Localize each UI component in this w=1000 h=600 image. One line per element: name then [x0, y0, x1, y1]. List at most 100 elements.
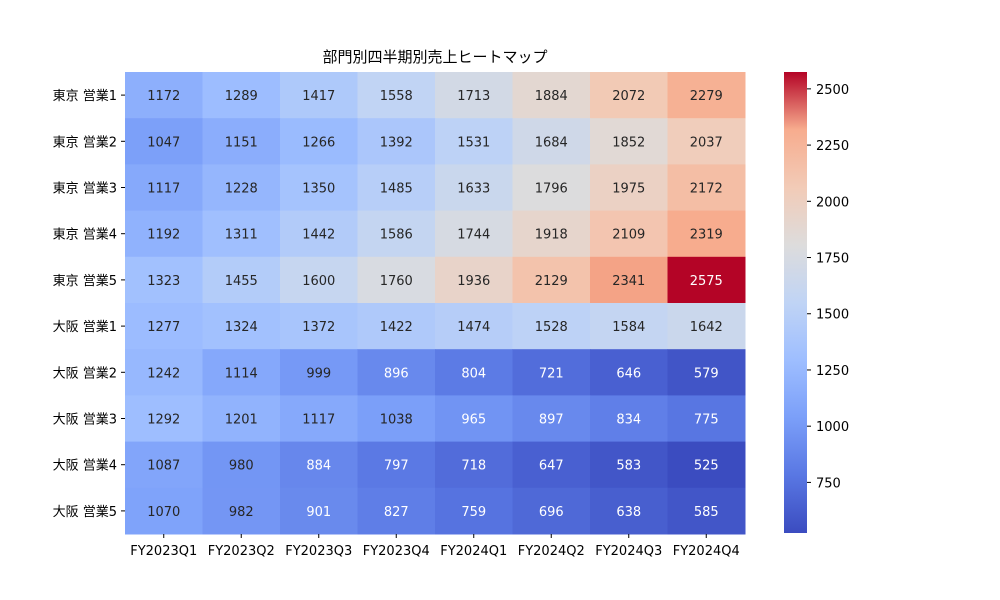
- heatmap-cell: [667, 395, 746, 443]
- y-tick-label: 大阪 営業4: [53, 458, 117, 474]
- colorbar-tick-label: 1000: [816, 420, 849, 435]
- heatmap-cell: [202, 303, 281, 350]
- cell-value-label: 1392: [380, 135, 413, 150]
- heatmap-cell: [280, 210, 358, 258]
- heatmap-cell: [590, 118, 668, 165]
- cell-value-label: 1117: [147, 182, 180, 197]
- cell-value-label: 2037: [690, 135, 723, 150]
- cell-value-label: 797: [384, 459, 409, 474]
- heatmap-cell: [667, 487, 746, 535]
- cell-value-label: 2072: [612, 89, 645, 104]
- heatmap-cell: [435, 210, 513, 258]
- cell-value-label: 1918: [535, 228, 568, 243]
- cell-value-label: 2279: [690, 89, 723, 104]
- cell-value-label: 1350: [302, 182, 335, 197]
- chart-title: 部門別四半期別売上ヒートマップ: [322, 48, 547, 66]
- colorbar-tick-label: 1250: [816, 364, 849, 379]
- colorbar-gradient: [784, 72, 807, 533]
- x-tick-label: FY2023Q1: [130, 544, 197, 559]
- cell-value-label: 827: [384, 505, 409, 520]
- x-tick-label: FY2024Q1: [440, 544, 507, 559]
- heatmap-cell: [667, 349, 746, 396]
- heatmap-cell: [435, 303, 513, 350]
- heatmap-cell: [202, 72, 281, 119]
- y-tick-label: 東京 営業3: [53, 181, 117, 197]
- x-tick-label: FY2023Q2: [208, 544, 275, 559]
- heatmap-cell: [590, 349, 668, 396]
- cell-value-label: 646: [616, 366, 641, 381]
- heatmap-cell: [590, 395, 668, 443]
- heatmap-cell: [590, 441, 668, 489]
- heatmap-cell: [125, 210, 203, 258]
- heatmap-cell: [357, 441, 436, 489]
- cell-value-label: 1070: [147, 505, 180, 520]
- heatmap-cell: [435, 256, 513, 304]
- cell-value-label: 1117: [302, 413, 335, 428]
- heatmap-cell: [590, 303, 668, 350]
- cell-value-label: 1228: [225, 182, 258, 197]
- heatmap-cell: [512, 487, 591, 535]
- cell-value-label: 579: [694, 366, 719, 381]
- heatmap-cell: [667, 256, 746, 304]
- heatmap-cell: [280, 349, 358, 396]
- cell-value-label: 1558: [380, 89, 413, 104]
- colorbar-tick-label: 2000: [816, 195, 849, 210]
- heatmap-cell: [435, 72, 513, 119]
- cell-value-label: 1277: [147, 320, 180, 335]
- cell-value-label: 1324: [225, 320, 258, 335]
- heatmap-cell: [125, 487, 203, 535]
- x-tick-label: FY2024Q4: [673, 544, 740, 559]
- cell-value-label: 1713: [457, 89, 490, 104]
- x-axis: FY2023Q1 FY2023Q2 FY2023Q3 FY2023Q4 FY2024Q1…: [130, 534, 740, 559]
- heatmap-cell: [357, 210, 436, 258]
- heatmap-cell: [125, 256, 203, 304]
- y-tick-label: 大阪 営業5: [53, 504, 117, 520]
- cell-value-label: 834: [616, 413, 641, 428]
- heatmap-cell: [512, 210, 591, 258]
- y-tick-label: 東京 営業2: [53, 134, 117, 150]
- y-tick-label: 大阪 営業1: [53, 319, 117, 335]
- y-tick-label: 東京 営業5: [53, 273, 117, 289]
- heatmap-cell: [590, 487, 668, 535]
- heatmap-cell: [280, 256, 358, 304]
- heatmap-cell: [590, 256, 668, 304]
- heatmap-cell: [357, 256, 436, 304]
- x-tick-label: FY2024Q2: [518, 544, 585, 559]
- cell-value-label: 999: [306, 366, 331, 381]
- cell-value-label: 775: [694, 413, 719, 428]
- heatmap-cell: [357, 118, 436, 165]
- cell-value-label: 1292: [147, 413, 180, 428]
- cell-value-label: 1975: [612, 182, 645, 197]
- cell-value-label: 1114: [225, 366, 258, 381]
- heatmap-cell: [125, 72, 203, 119]
- cell-value-label: 1760: [380, 274, 413, 289]
- heatmap-cell: [435, 118, 513, 165]
- heatmap-cell: [202, 118, 281, 165]
- cell-value-label: 1038: [380, 413, 413, 428]
- heatmap-cell: [435, 487, 513, 535]
- cell-value-label: 982: [229, 505, 254, 520]
- heatmap-cell: [512, 349, 591, 396]
- cell-value-label: 1584: [612, 320, 645, 335]
- cell-value-label: 896: [384, 366, 409, 381]
- x-tick-label: FY2023Q4: [363, 544, 430, 559]
- cell-value-label: 721: [539, 366, 564, 381]
- cell-value-label: 1744: [457, 228, 490, 243]
- cell-value-label: 2172: [690, 182, 723, 197]
- y-axis: 東京 営業1 東京 営業2 東京 営業3 東京 営業4 東京 営業5 大阪 営業1 大阪 営…: [53, 88, 125, 520]
- heatmap-cell: [667, 303, 746, 350]
- y-tick-label: 東京 営業4: [53, 227, 117, 243]
- heatmap-cell: [357, 487, 436, 535]
- heatmap-cell: [357, 72, 436, 119]
- heatmap-cell: [512, 118, 591, 165]
- cell-value-label: 2319: [690, 228, 723, 243]
- heatmap-cell: [125, 164, 203, 212]
- colorbar-tick-label: 1750: [816, 252, 849, 267]
- heatmap-cell: [435, 395, 513, 443]
- heatmap-cell: [202, 395, 281, 443]
- cell-value-label: 980: [229, 459, 254, 474]
- cell-value-label: 1417: [302, 89, 335, 104]
- heatmap-cell: [435, 349, 513, 396]
- cell-value-label: 1884: [535, 89, 568, 104]
- heatmap-cell: [512, 256, 591, 304]
